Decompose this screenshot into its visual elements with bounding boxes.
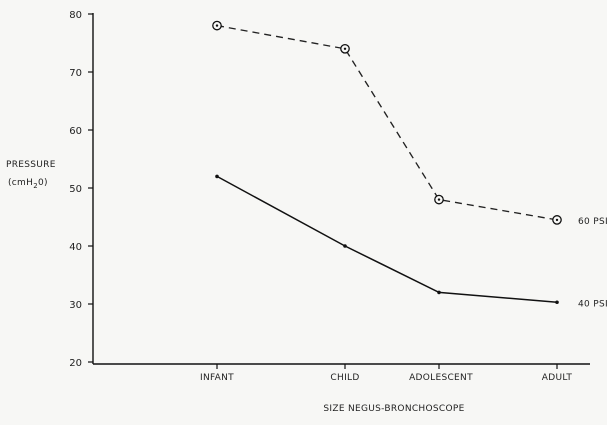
series-label-40-psi: 40 PSI: [578, 299, 607, 309]
y-tick-label-30: 30: [69, 300, 82, 311]
x-axis-label: SIZE NEGUS-BRONCHOSCOPE: [323, 404, 464, 414]
series-label-60-psi: 60 PSI: [578, 217, 607, 227]
y-tick-label-80: 80: [69, 10, 82, 21]
data-point-center-60-psi-infant: [215, 24, 219, 27]
y-axis-unit-label: (cmH20): [8, 178, 48, 190]
data-point-40-psi-adult: [555, 300, 559, 305]
x-category-label-adolescent: ADOLESCENT: [409, 373, 473, 383]
y-ticks-group: 20 30 40 50 60 70 80: [69, 10, 93, 369]
x-category-label-adult: ADULT: [542, 373, 573, 383]
data-point-40-psi-adolescent: [437, 290, 441, 295]
data-point-center-60-psi-child: [343, 47, 347, 50]
y-tick-label-70: 70: [69, 68, 82, 79]
data-point-center-60-psi-adult: [555, 218, 559, 222]
y-tick-label-60: 60: [69, 126, 82, 137]
x-categories-group: INFANT CHILD ADOLESCENT ADULT: [200, 364, 572, 383]
y-tick-label-40: 40: [69, 242, 82, 253]
data-point-center-60-psi-adolescent: [437, 198, 441, 201]
x-category-label-child: CHILD: [330, 373, 359, 383]
series-group: 60 PSI 40 PSI: [212, 20, 607, 309]
y-axis-label: PRESSURE: [6, 160, 56, 170]
data-point-40-psi-infant: [215, 174, 219, 179]
series-line-40-psi: [216, 175, 558, 304]
series-line-60-psi: [216, 24, 558, 221]
y-tick-label-20: 20: [69, 358, 82, 369]
x-category-label-infant: INFANT: [200, 373, 234, 383]
y-tick-label-50: 50: [69, 184, 82, 195]
data-point-40-psi-child: [343, 244, 347, 248]
